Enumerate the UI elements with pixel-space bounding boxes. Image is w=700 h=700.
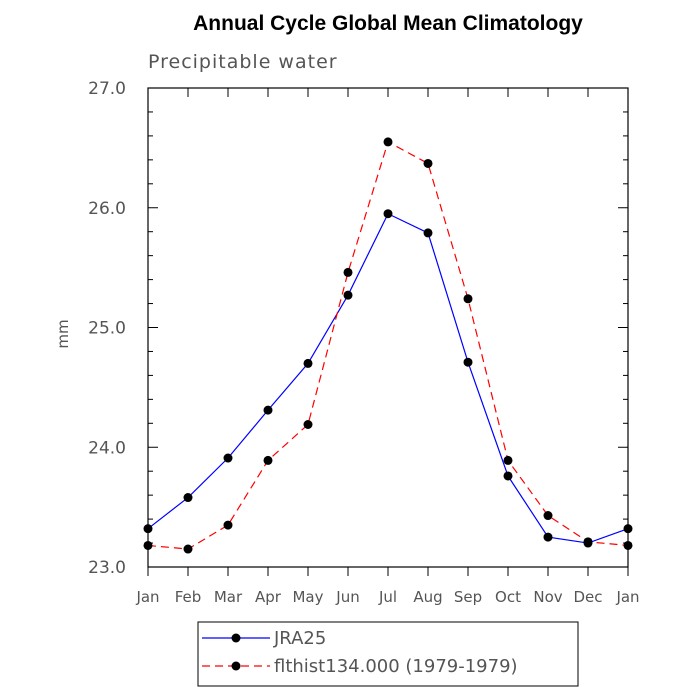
x-tick-label: May	[292, 588, 323, 606]
data-point-s1-9	[503, 455, 513, 465]
series-line-0	[147, 212, 629, 544]
x-tick-label: Jul	[378, 588, 397, 606]
chart-title: Annual Cycle Global Mean Climatology	[193, 12, 583, 35]
x-tick-label: Oct	[495, 588, 521, 606]
y-tick-label: 23.0	[88, 558, 126, 578]
data-point-s0-8	[463, 357, 473, 367]
data-point-s0-12	[623, 524, 633, 534]
y-tick-label: 27.0	[88, 79, 126, 99]
x-tick-label: Jun	[335, 588, 359, 606]
legend-marker-flthist	[231, 661, 241, 671]
legend-label-jra25: JRA25	[273, 628, 326, 649]
data-point-s0-2	[223, 453, 233, 463]
data-point-s0-6	[383, 209, 393, 219]
data-point-s1-11	[583, 537, 593, 547]
x-tick-label: Nov	[533, 588, 562, 606]
y-tick-label: 26.0	[88, 199, 126, 219]
data-point-s1-8	[463, 294, 473, 304]
chart-subtitle: Precipitable water	[148, 51, 338, 73]
data-point-s1-2	[223, 520, 233, 530]
legend-label-flthist: flthist134.000 (1979-1979)	[274, 656, 518, 677]
series-line-1	[147, 141, 629, 550]
data-point-s0-3	[263, 405, 273, 415]
data-point-s0-9	[503, 471, 513, 481]
plot-axes: 23.0 24.0 25.0 26.0 27.0 Jan Feb Mar Apr May Jun Ju…	[88, 79, 639, 606]
y-axis-label: mm	[54, 319, 72, 348]
data-point-s1-7	[423, 158, 433, 168]
legend: JRA25 flthist134.000 (1979-1979)	[197, 621, 579, 687]
x-tick-label: Aug	[413, 588, 442, 606]
y-tick-label: 25.0	[88, 319, 126, 339]
data-point-s1-0	[143, 540, 153, 550]
data-point-s0-4	[303, 358, 313, 368]
data-point-s1-12	[623, 540, 633, 550]
x-tick-label: Mar	[214, 588, 243, 606]
x-tick-label: Feb	[175, 588, 202, 606]
data-point-s1-1	[183, 544, 193, 554]
legend-marker-jra25	[231, 633, 241, 643]
x-tick-label: Jan	[615, 588, 639, 606]
data-point-s1-3	[263, 455, 273, 465]
data-point-s0-10	[543, 532, 553, 542]
data-point-s0-1	[183, 493, 193, 503]
data-point-s1-10	[543, 511, 553, 521]
series-layer	[143, 137, 633, 554]
x-tick-label: Sep	[454, 588, 482, 606]
data-point-s1-4	[303, 419, 313, 429]
x-tick-label: Apr	[255, 588, 282, 606]
x-tick-label: Jan	[135, 588, 159, 606]
plot-frame	[147, 87, 629, 568]
x-tick-label: Dec	[573, 588, 602, 606]
data-point-s0-5	[343, 290, 353, 300]
data-point-s0-7	[423, 228, 433, 238]
data-point-s0-0	[143, 524, 153, 534]
y-tick-label: 24.0	[88, 438, 126, 458]
data-point-s1-5	[343, 267, 353, 277]
data-point-s1-6	[383, 137, 393, 147]
legend-box	[197, 621, 579, 687]
